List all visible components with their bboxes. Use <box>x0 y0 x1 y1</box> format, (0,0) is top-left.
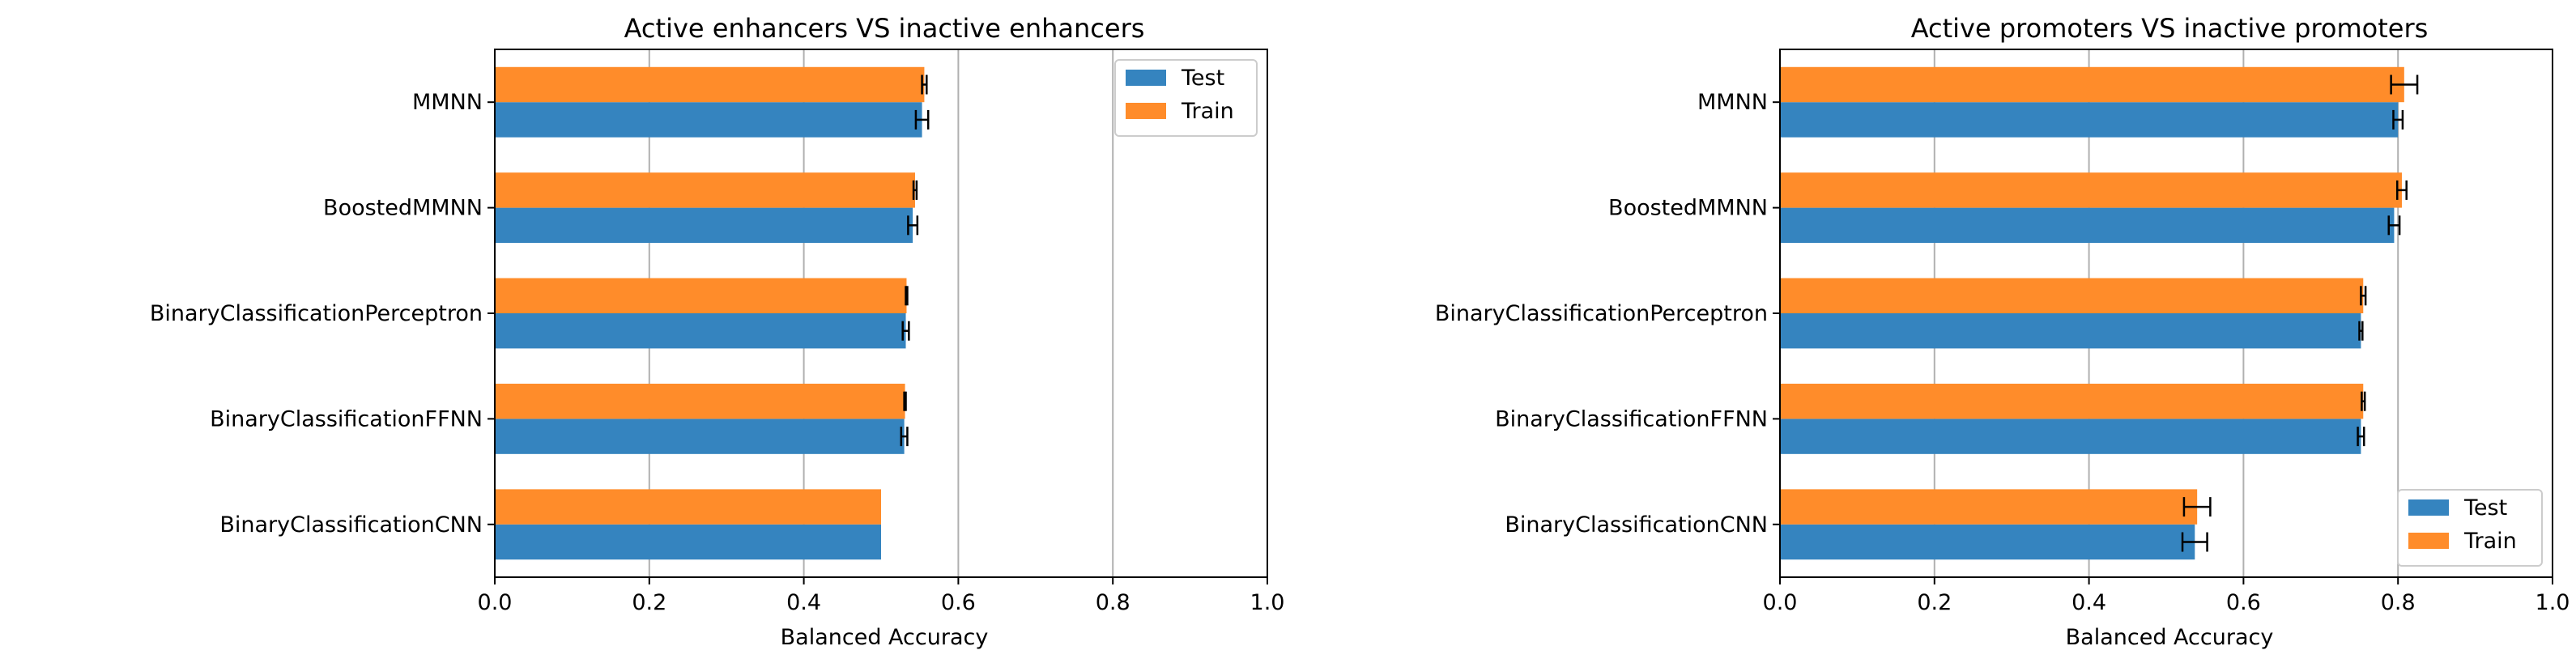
x-axis-label: Balanced Accuracy <box>2066 625 2274 650</box>
bar-test-BoostedMMNN <box>495 207 913 244</box>
error-bar <box>900 427 909 447</box>
legend-swatch-train <box>1126 103 1166 119</box>
legend-swatch-test <box>2408 499 2449 516</box>
bar-test-MMNN <box>495 102 922 138</box>
error-bar <box>2360 286 2367 306</box>
x-tick-label: 0.0 <box>1763 590 1798 615</box>
bar-train-BinaryClassificationCNN <box>495 489 881 525</box>
y-tick-label: BinaryClassificationFFNN <box>210 406 483 431</box>
x-tick-label: 1.0 <box>2536 590 2570 615</box>
y-tick-label: BinaryClassificationCNN <box>219 512 483 538</box>
axes-frame <box>1779 49 2553 578</box>
y-tick-label: MMNN <box>1697 90 1768 115</box>
bar-train-BinaryClassificationPerceptron <box>495 278 907 313</box>
error-bar <box>912 180 918 200</box>
bar-test-MMNN <box>1780 102 2399 138</box>
bar-test-BoostedMMNN <box>1780 207 2395 244</box>
x-tick-label: 1.0 <box>1250 590 1285 615</box>
bar-train-BoostedMMNN <box>495 172 915 208</box>
x-tick-label: 0.2 <box>632 590 666 615</box>
bar-test-BinaryClassificationPerceptron <box>1780 313 2361 349</box>
y-tick-label: BinaryClassificationFFNN <box>1495 406 1768 431</box>
x-tick-label: 0.4 <box>786 590 821 615</box>
y-tick-label: BoostedMMNN <box>1608 196 1768 221</box>
error-bar <box>2358 321 2364 341</box>
legend: Test Train <box>1114 59 1258 137</box>
error-bar <box>901 321 910 341</box>
legend-label-test: Test <box>1181 66 1224 91</box>
y-tick-label: MMNN <box>412 90 483 115</box>
x-tick-label: 0.6 <box>941 590 976 615</box>
x-tick-label: 0.6 <box>2226 590 2261 615</box>
bar-train-BinaryClassificationFFNN <box>495 383 905 419</box>
error-bar <box>907 215 919 236</box>
bar-train-MMNN <box>495 66 925 103</box>
x-axis-label: Balanced Accuracy <box>781 625 989 650</box>
legend: Test Train <box>2397 489 2543 567</box>
error-bar <box>2357 427 2365 447</box>
bar-train-BinaryClassificationFFNN <box>1780 383 2364 419</box>
error-bar <box>2390 74 2419 95</box>
error-bar <box>921 74 928 95</box>
error-bar <box>903 391 907 411</box>
x-tick-label: 0.4 <box>2071 590 2106 615</box>
legend-label-train: Train <box>2463 529 2517 554</box>
bar-train-MMNN <box>1780 66 2404 103</box>
chart-promoters: Active promoters VS inactive promoters B… <box>1435 13 2570 650</box>
bar-test-BinaryClassificationPerceptron <box>495 313 906 349</box>
x-tick-label: 0.2 <box>1917 590 1952 615</box>
bar-train-BinaryClassificationCNN <box>1780 489 2198 525</box>
plot-area: MMNN BoostedMMNN BinaryClassificationPerce… <box>1435 49 2570 615</box>
error-bar <box>2361 391 2366 411</box>
y-tick-label: BoostedMMNN <box>323 196 483 221</box>
error-bar <box>2181 532 2208 552</box>
y-tick-label: BinaryClassificationCNN <box>1505 512 1768 538</box>
plot-area: MMNN BoostedMMNN BinaryClassificationPerce… <box>150 49 1285 615</box>
bar-test-BinaryClassificationCNN <box>1780 524 2195 560</box>
error-bar <box>2182 497 2212 517</box>
legend-swatch-test <box>1126 70 1166 86</box>
x-tick-label: 0.0 <box>478 590 513 615</box>
chart-enhancers: Active enhancers VS inactive enhancers B… <box>150 13 1285 650</box>
axes-frame <box>494 49 1268 578</box>
chart-title: Active promoters VS inactive promoters <box>1911 13 2429 44</box>
bar-test-BinaryClassificationFFNN <box>1780 419 2361 454</box>
error-bar <box>905 286 909 306</box>
error-bar <box>914 109 930 130</box>
chart-title: Active enhancers VS inactive enhancers <box>624 13 1145 44</box>
y-tick-label: BinaryClassificationPerceptron <box>1435 301 1768 326</box>
legend-swatch-train <box>2408 533 2449 549</box>
error-bar <box>2395 180 2408 200</box>
y-tick-label: BinaryClassificationPerceptron <box>150 301 483 326</box>
error-bar <box>2392 109 2404 130</box>
bar-test-BinaryClassificationCNN <box>495 524 881 560</box>
x-tick-label: 0.8 <box>1096 590 1130 615</box>
x-tick-label: 0.8 <box>2381 590 2416 615</box>
bar-test-BinaryClassificationFFNN <box>495 419 905 454</box>
bar-train-BoostedMMNN <box>1780 172 2402 208</box>
legend-label-test: Test <box>2463 495 2507 521</box>
error-bar <box>2387 215 2401 236</box>
bar-train-BinaryClassificationPerceptron <box>1780 278 2364 313</box>
legend-label-train: Train <box>1181 99 1234 124</box>
